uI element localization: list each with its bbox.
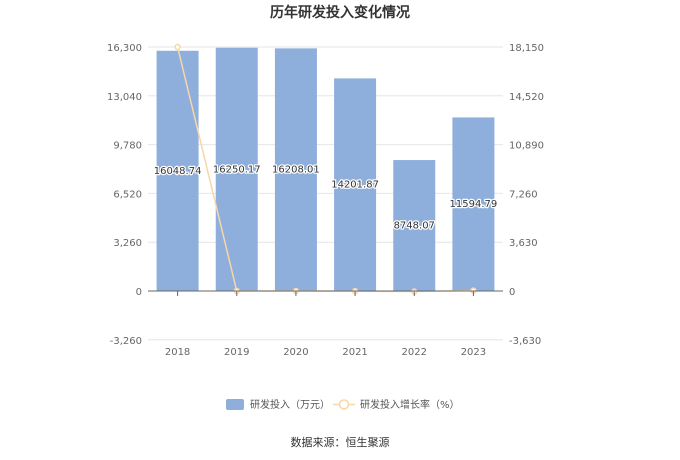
bar-2022[interactable] [393, 160, 436, 291]
y-left-tick-label: 9,780 [113, 141, 142, 152]
x-tick-label: 2020 [283, 347, 308, 358]
y-left-tick-label: 0 [136, 287, 142, 298]
y-right-tick-label: 18,150 [509, 43, 544, 54]
y-right-tick-label: 10,890 [509, 141, 544, 152]
legend-label-rd-investment[interactable]: 研发投入（万元） [250, 398, 330, 411]
y-left-tick-label: 6,520 [113, 189, 142, 200]
bar-2023[interactable] [452, 117, 495, 292]
data-source: 数据来源：恒生聚源 [291, 435, 390, 449]
y-left-tick-label: 13,040 [107, 92, 142, 103]
axis-layer: -3,260 -3,630 0 0 3,260 3,630 6,520 7,260 9,780 1… [107, 43, 544, 358]
y-right-tick-label: 3,630 [509, 238, 538, 249]
x-tick-label: 2022 [402, 347, 427, 358]
data-labels-layer: 16048.74 16250.17 16208.01 14201.87 8748.07 1… [152, 163, 498, 233]
bar-data-label: 16048.74 [154, 166, 202, 177]
legend-label-growth-rate[interactable]: 研发投入增长率（%） [360, 398, 460, 411]
y-left-tick-label: 3,260 [113, 238, 142, 249]
bar-data-label: 11594.79 [450, 199, 498, 210]
x-tick-label: 2023 [461, 347, 486, 358]
y-right-tick-label: 14,520 [509, 92, 544, 103]
y-right-tick-label: 7,260 [509, 189, 538, 200]
bar-data-label: 14201.87 [331, 180, 379, 191]
bar-data-label: 8748.07 [394, 221, 435, 232]
bars-layer [156, 47, 495, 292]
grid-layer [148, 46, 503, 341]
y-right-tick-label: -3,630 [509, 336, 541, 347]
y-left-tick-label: -3,260 [110, 336, 142, 347]
bar-data-label: 16208.01 [272, 165, 320, 176]
legend[interactable]: 研发投入（万元） 研发投入增长率（%） [226, 398, 460, 411]
chart-title: 历年研发投入变化情况 [270, 4, 410, 21]
y-right-tick-label: 0 [509, 287, 515, 298]
x-tick-label: 2018 [165, 347, 190, 358]
y-left-tick-label: 16,300 [107, 43, 142, 54]
legend-swatch-rd-investment [226, 399, 244, 410]
bar-2021[interactable] [334, 78, 377, 291]
bar-2020[interactable] [274, 48, 317, 291]
x-tick-label: 2021 [342, 347, 367, 358]
bar-2019[interactable] [215, 47, 258, 291]
x-tick-label: 2019 [224, 347, 249, 358]
bar-2018[interactable] [156, 50, 199, 291]
legend-marker-growth-rate [338, 399, 350, 410]
bar-data-label: 16250.17 [213, 164, 261, 175]
growth-rate-point-2018[interactable] [174, 43, 181, 51]
